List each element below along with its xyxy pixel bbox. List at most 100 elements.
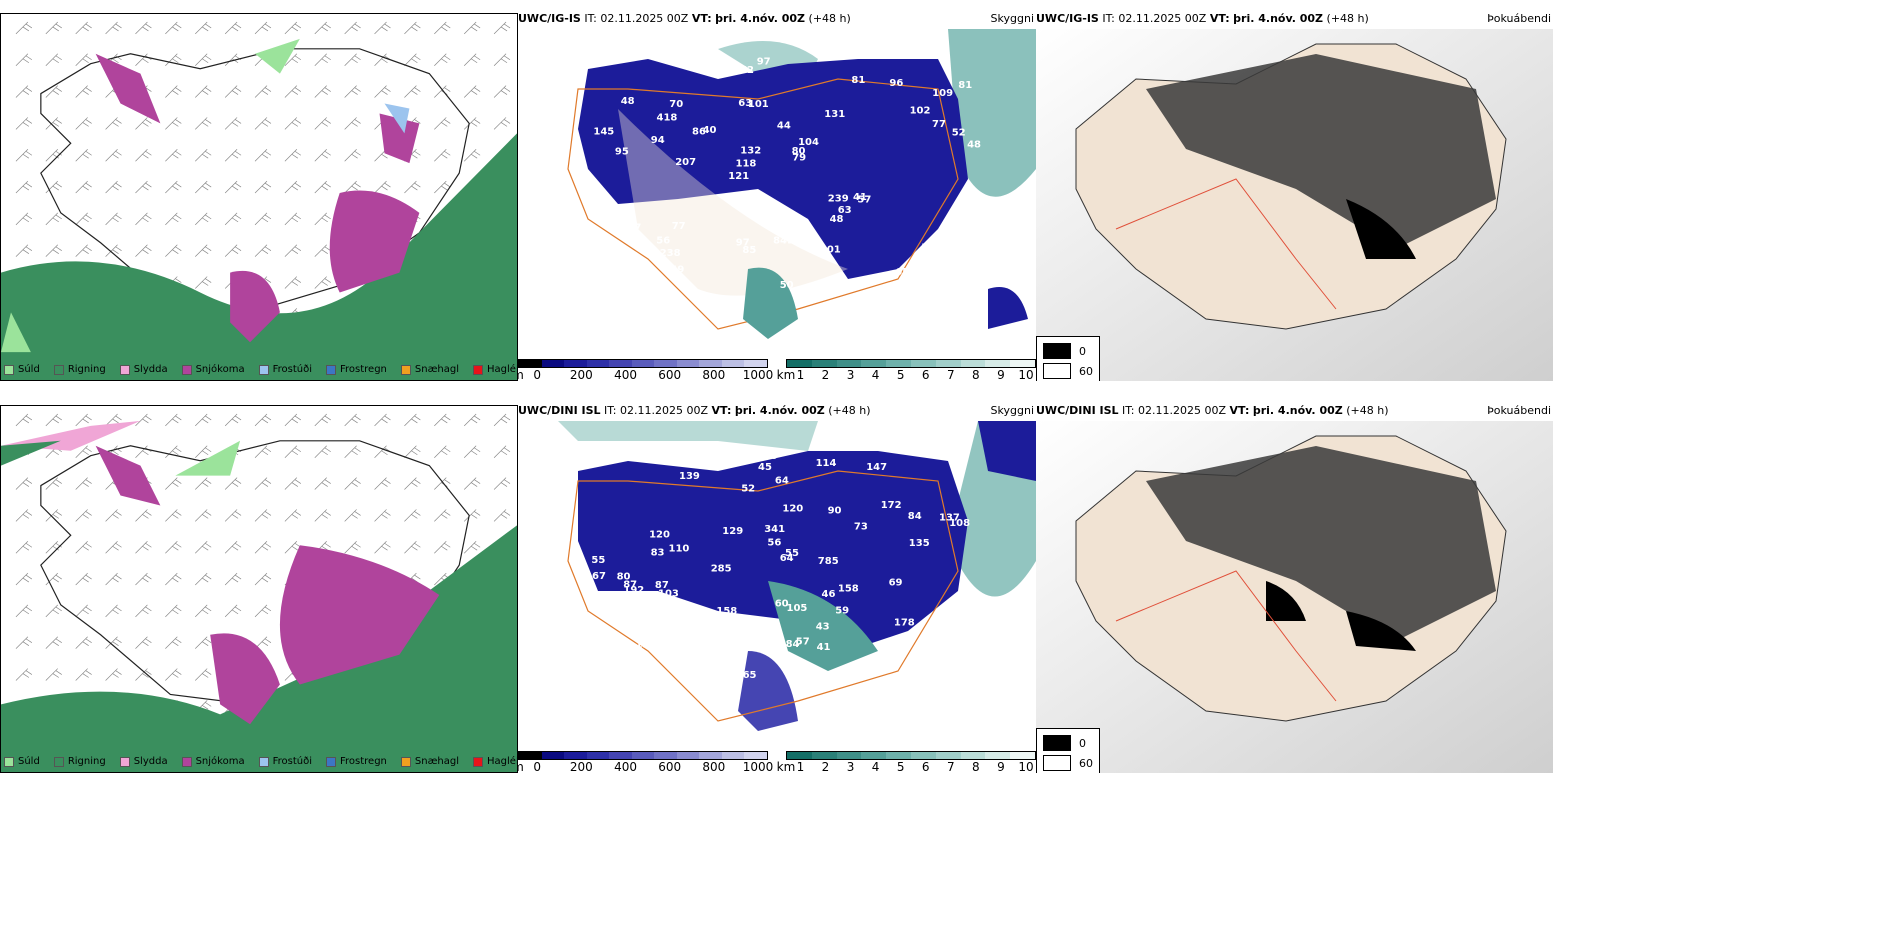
- precip-legend-swatch: [4, 756, 14, 767]
- vis-number: 87: [623, 579, 637, 590]
- precip-legend-item: Slydda: [119, 364, 168, 375]
- wind-barb: [284, 117, 302, 130]
- fog-label: 60: [1079, 756, 1093, 770]
- wind-barb: [195, 53, 212, 66]
- vis-number: 69: [603, 272, 617, 283]
- colorbar-cell: [1010, 752, 1035, 759]
- wind-barb: [195, 636, 212, 649]
- vis-number: 120: [649, 529, 670, 540]
- vis-number: 65: [895, 267, 909, 278]
- colorbar-tick-label: 3: [846, 760, 855, 773]
- wind-barb: [15, 604, 33, 618]
- wind-barb: [374, 509, 391, 522]
- precip-legend-swatch: [400, 364, 411, 375]
- wind-barb: [254, 244, 272, 257]
- vis-number: 63: [838, 205, 852, 216]
- wind-barb: [254, 572, 272, 586]
- vis-number: 785: [818, 556, 839, 567]
- vis-number: 41: [853, 192, 867, 203]
- colorbar-cell: [836, 752, 862, 759]
- wind-barb: [75, 445, 92, 458]
- wind-barb: [195, 149, 212, 162]
- vis-number-labels: 96 95 109 121 131 49 63 44 47 40 39 238 101 104 57 48 62…: [593, 57, 981, 295]
- wind-barb: [165, 636, 182, 649]
- wind-barb: [254, 180, 272, 194]
- colorbar-cell: [609, 360, 632, 367]
- vis-number: 97: [757, 57, 771, 68]
- height-colorbar-strip: [518, 359, 768, 368]
- vis-number: 64: [775, 476, 789, 487]
- wind-barb: [45, 636, 62, 649]
- colorbar-tick-label: 0: [533, 368, 542, 381]
- wind-barb: [224, 21, 242, 35]
- wind-barb: [135, 636, 152, 649]
- precip-legend-label: Slydda: [133, 756, 168, 767]
- vis-number: 73: [854, 522, 868, 533]
- wind-barb: [224, 212, 242, 226]
- wind-barb: [493, 445, 511, 458]
- wind-barb: [463, 117, 481, 130]
- fog-legend-row: 60: [1043, 361, 1093, 381]
- vis-number: 46: [822, 589, 836, 600]
- vis-number: 77: [617, 227, 631, 238]
- fog-legend-row: 0: [1043, 341, 1093, 361]
- colorbar-tick-label: 1: [796, 368, 805, 381]
- colorbar-cell: [744, 752, 768, 759]
- panel-precip-type-row2: UWC/DINI ISL IT: 02.11.2025 00Z VT: þri.…: [0, 405, 518, 773]
- vis-number: 95: [615, 147, 629, 158]
- vis-number: 137: [939, 512, 960, 523]
- fog-legend-row: 0: [1043, 733, 1093, 753]
- wind-barb: [195, 85, 212, 98]
- wind-barb: [344, 180, 361, 194]
- wind-barb: [15, 509, 33, 522]
- colorbar-cell: [586, 360, 610, 367]
- wind-barb: [284, 276, 302, 289]
- colorbar-tick-label: 2: [821, 368, 830, 381]
- vis-colorbar-strip: [786, 359, 1036, 368]
- iceland-fog-map: [1036, 421, 1553, 773]
- vis-number: 145: [593, 126, 614, 137]
- precip-legend-label: Haglél: [487, 756, 518, 767]
- wind-barb: [195, 276, 212, 289]
- wind-barb: [15, 541, 33, 554]
- vis-colorbar-ticks: km 1 2 3 4 5 6 7 8 9 10: [777, 760, 1036, 773]
- vis-number: 59: [750, 640, 764, 651]
- vis-number: 67: [592, 571, 606, 582]
- fog-swatch: [1043, 735, 1071, 751]
- wind-barb: [105, 244, 122, 257]
- precip-map: [0, 13, 518, 381]
- colorbar-cell: [586, 752, 610, 759]
- height-colorbar: m 0 200 400 600 800 1000: [518, 359, 773, 381]
- colorbar-cell: [654, 360, 677, 367]
- panel-precip-type-row1: UWC/IG-IS IT: 02.11.2025 00Z VT: þri. 4.…: [0, 13, 518, 381]
- precip-legend-label: Frostúði: [272, 756, 312, 767]
- wind-barb: [224, 244, 242, 257]
- wind-barb: [45, 509, 62, 522]
- wind-barb: [314, 149, 331, 162]
- wind-barb: [284, 21, 302, 35]
- wind-barb: [105, 117, 122, 130]
- wind-barb: [314, 413, 331, 427]
- vis-number: 39: [599, 258, 613, 269]
- precip-legend-label: Snæhagl: [414, 756, 460, 767]
- wind-barb: [254, 85, 272, 98]
- wind-barb: [165, 445, 182, 458]
- colorbar-cell: [564, 752, 587, 759]
- wind-barb: [254, 477, 272, 490]
- wind-barb: [195, 572, 212, 586]
- fog-swatch: [1043, 755, 1071, 771]
- wind-barb: [45, 212, 62, 226]
- vis-number: 40: [703, 125, 717, 136]
- wind-barb: [254, 413, 272, 427]
- precip-legend-item: Súld: [4, 364, 40, 375]
- wind-barb: [105, 509, 122, 522]
- wind-barb: [404, 85, 421, 98]
- vis-number: 77: [932, 119, 946, 130]
- wind-barb: [165, 180, 182, 194]
- colorbar-tick-label: 6: [921, 760, 930, 773]
- fog-swatch: [1043, 363, 1071, 379]
- wind-barb: [314, 477, 331, 490]
- precip-legend-label: Súld: [18, 756, 40, 767]
- wind-barb: [224, 509, 242, 522]
- height-colorbar-strip: [518, 751, 768, 760]
